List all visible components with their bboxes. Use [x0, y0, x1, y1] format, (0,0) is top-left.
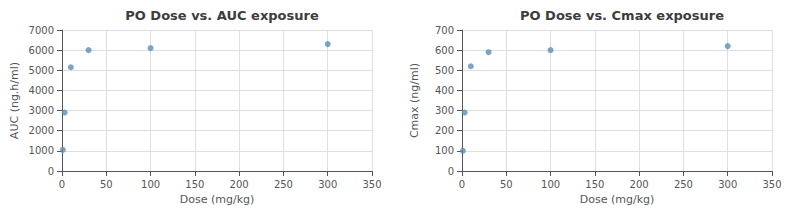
- svg-text:250: 250: [674, 179, 693, 190]
- svg-text:200: 200: [630, 179, 649, 190]
- svg-text:350: 350: [362, 179, 381, 190]
- svg-text:Dose (mg/kg): Dose (mg/kg): [580, 193, 655, 206]
- svg-text:300: 300: [435, 105, 454, 116]
- svg-text:100: 100: [141, 179, 160, 190]
- svg-text:300: 300: [318, 179, 337, 190]
- svg-text:0: 0: [59, 179, 65, 190]
- svg-text:400: 400: [435, 85, 454, 96]
- svg-text:50: 50: [100, 179, 113, 190]
- svg-text:350: 350: [762, 179, 781, 190]
- svg-text:PO Dose vs. Cmax exposure: PO Dose vs. Cmax exposure: [520, 8, 724, 23]
- svg-text:700: 700: [435, 25, 454, 36]
- svg-text:7000: 7000: [29, 25, 54, 36]
- svg-text:0: 0: [459, 179, 465, 190]
- svg-text:200: 200: [435, 125, 454, 136]
- svg-text:Cmax (ng/ml): Cmax (ng/ml): [408, 63, 421, 138]
- svg-text:100: 100: [541, 179, 560, 190]
- svg-text:1000: 1000: [29, 145, 54, 156]
- svg-text:0: 0: [48, 166, 54, 177]
- svg-text:300: 300: [718, 179, 737, 190]
- svg-text:AUC (ng.h/ml): AUC (ng.h/ml): [8, 62, 21, 139]
- svg-text:50: 50: [500, 179, 513, 190]
- svg-text:150: 150: [185, 179, 204, 190]
- svg-text:600: 600: [435, 45, 454, 56]
- svg-text:250: 250: [274, 179, 293, 190]
- svg-text:0: 0: [448, 166, 454, 177]
- svg-text:100: 100: [435, 145, 454, 156]
- svg-text:2000: 2000: [29, 125, 54, 136]
- svg-text:200: 200: [230, 179, 249, 190]
- svg-text:3000: 3000: [29, 105, 54, 116]
- svg-text:5000: 5000: [29, 65, 54, 76]
- svg-text:500: 500: [435, 65, 454, 76]
- svg-text:PO Dose vs. AUC exposure: PO Dose vs. AUC exposure: [125, 8, 319, 23]
- svg-text:Dose (mg/kg): Dose (mg/kg): [180, 193, 255, 206]
- svg-text:4000: 4000: [29, 85, 54, 96]
- svg-text:150: 150: [585, 179, 604, 190]
- svg-text:6000: 6000: [29, 45, 54, 56]
